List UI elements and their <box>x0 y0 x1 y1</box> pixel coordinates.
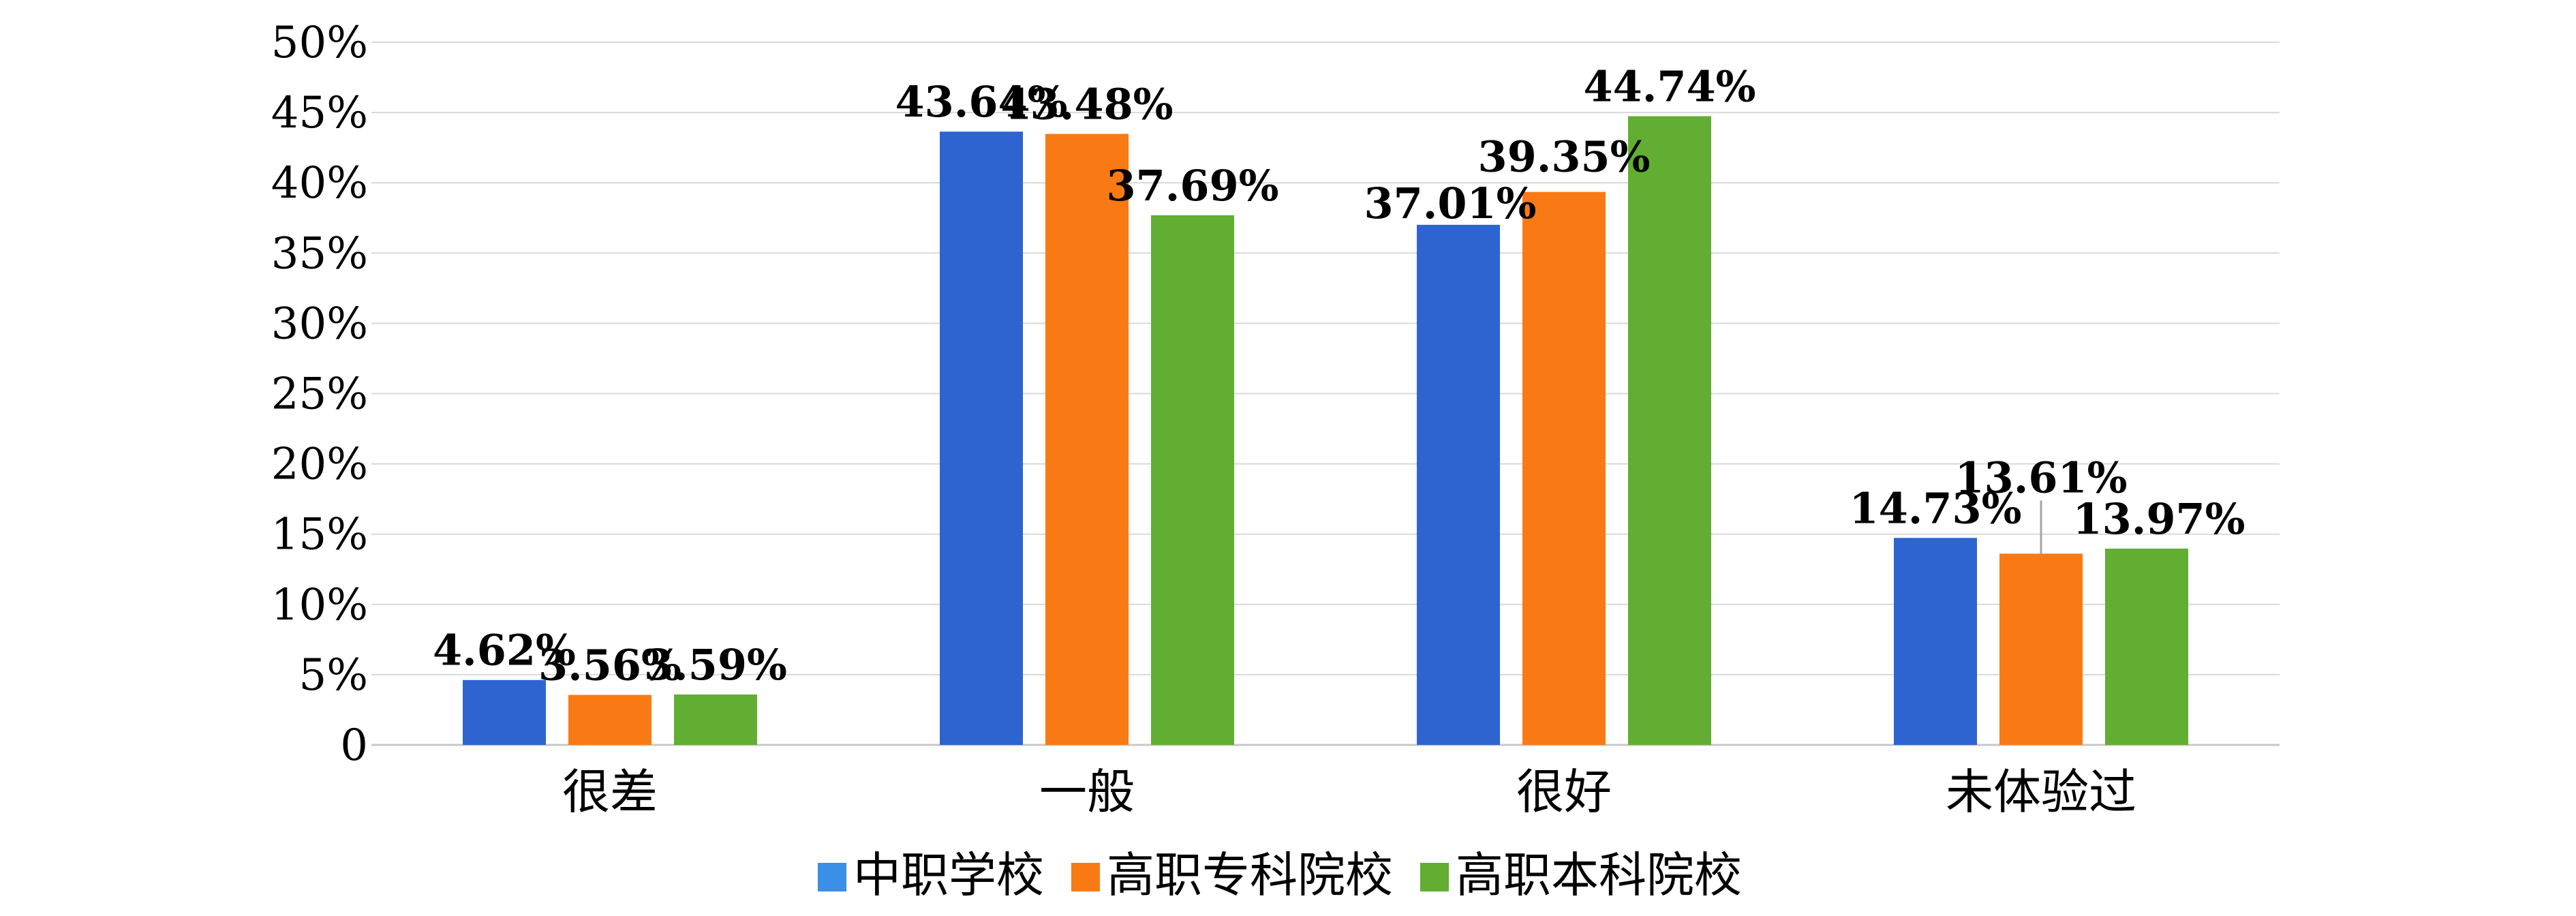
bar <box>1522 192 1606 745</box>
legend-label: 高职专科院校 <box>1107 847 1393 903</box>
x-category-label: 很差 <box>562 764 658 820</box>
x-category-label: 未体验过 <box>1946 764 2136 820</box>
bar <box>568 694 651 745</box>
y-tick-label: 45% <box>271 88 368 138</box>
x-category-label: 很好 <box>1516 764 1612 820</box>
y-axis-ticks: 0 5% 10% 15% 20% 25% 30% 35% 40% 45% 50% <box>271 18 368 771</box>
data-label: 37.01% <box>1364 179 1536 228</box>
bar <box>1999 553 2083 745</box>
data-label: 37.69% <box>1106 161 1278 211</box>
x-axis-categories: 很差 一般 很好 未体验过 <box>562 764 2136 820</box>
gridlines <box>371 42 2280 746</box>
legend-label: 高职本科院校 <box>1456 847 1742 903</box>
y-tick-label: 0 <box>340 720 368 771</box>
bar <box>940 132 1023 746</box>
legend-swatch <box>818 863 846 891</box>
data-labels: 4.62%3.56%3.59% 43.64%43.48% 37.69% 37.01%3… <box>433 61 2245 690</box>
bar <box>1628 116 1711 746</box>
y-tick-label: 10% <box>271 580 368 630</box>
y-tick-label: 30% <box>271 299 368 349</box>
data-label: 39.35% <box>1477 132 1650 182</box>
bar <box>674 694 757 745</box>
y-tick-label: 25% <box>271 369 368 420</box>
data-label: 44.74% <box>1583 61 1755 111</box>
data-label: 43.64% <box>895 77 1067 127</box>
legend-swatch <box>1071 863 1100 891</box>
bar <box>1151 215 1234 745</box>
data-label: 3.56% <box>538 641 681 690</box>
legend-swatch <box>1420 863 1449 891</box>
data-label: 3.59% <box>644 640 787 690</box>
legend-label: 中职学校 <box>853 847 1044 903</box>
data-label: 43.48% <box>1000 79 1173 129</box>
data-label: 13.61% <box>1954 453 2127 502</box>
y-tick-label: 40% <box>271 158 368 209</box>
bar <box>463 680 546 745</box>
data-label: 4.62% <box>433 626 576 675</box>
bar <box>2105 548 2188 745</box>
data-label: 14.73% <box>1849 483 2021 533</box>
y-tick-label: 20% <box>271 440 368 490</box>
bar <box>1894 538 1977 745</box>
y-tick-label: 5% <box>298 650 368 701</box>
bar <box>1045 134 1129 746</box>
bars <box>463 116 2188 746</box>
legend: 中职学校 高职专科院校 高职本科院校 <box>818 847 1742 903</box>
x-category-label: 一般 <box>1039 764 1135 820</box>
y-tick-label: 35% <box>271 228 368 279</box>
y-tick-label: 50% <box>271 18 368 68</box>
y-tick-label: 15% <box>271 510 368 560</box>
data-label: 13.97% <box>2072 494 2245 544</box>
bar <box>1417 224 1500 746</box>
